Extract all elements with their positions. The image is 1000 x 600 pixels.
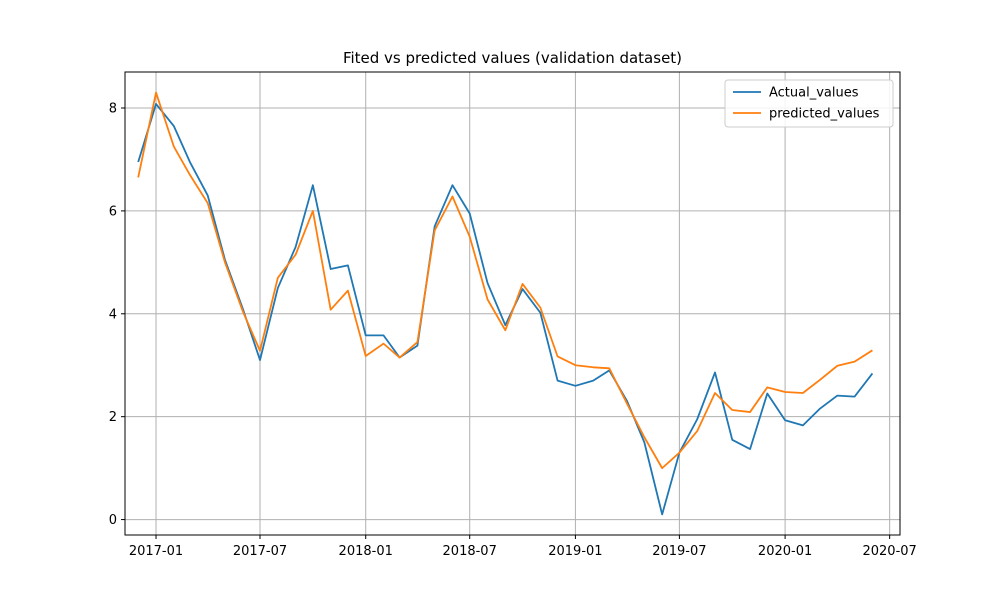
y-tick-label: 2 (109, 410, 117, 425)
y-tick-label: 6 (109, 204, 117, 219)
x-axis: 2017-01 2017-07 2018-01 2018-07 2019-01 2019-… (129, 535, 917, 559)
y-axis: 0 2 4 6 8 (109, 102, 125, 528)
x-tick-label: 2019-07 (652, 544, 706, 559)
series-layer (137, 91, 874, 516)
y-tick-label: 4 (109, 307, 117, 322)
plot-frame (124, 71, 901, 536)
y-tick-label: 0 (109, 513, 117, 528)
series-line-predicted-values (137, 91, 873, 470)
legend-label: Actual_values (769, 86, 859, 101)
x-tick-label: 2017-01 (129, 544, 183, 559)
x-tick-label: 2018-01 (339, 544, 393, 559)
chart-title: Fited vs predicted values (validation da… (343, 49, 682, 67)
legend: Actual_values predicted_values (724, 79, 894, 128)
x-tick-label: 2020-01 (758, 544, 812, 559)
x-tick-label: 2020-07 (862, 544, 916, 559)
series-line-actual-values (137, 103, 874, 516)
x-tick-label: 2019-01 (548, 544, 602, 559)
x-tick-label: 2017-07 (233, 544, 287, 559)
y-tick-label: 8 (109, 102, 117, 117)
legend-label: predicted_values (769, 107, 880, 122)
legend-box (724, 79, 894, 128)
x-tick-label: 2018-07 (443, 544, 497, 559)
